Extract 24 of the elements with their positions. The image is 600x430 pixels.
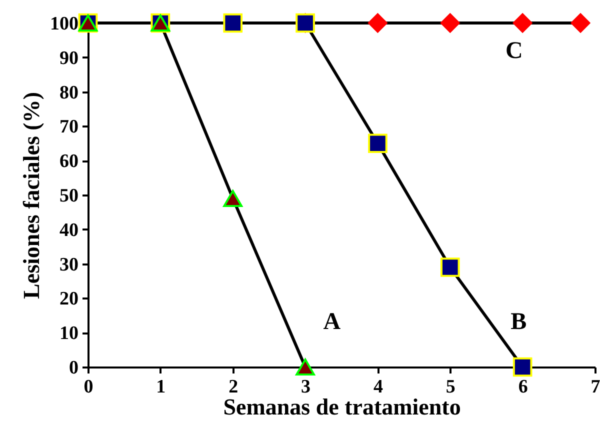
- y-tick-label: 70: [60, 116, 78, 138]
- series-label: B: [510, 309, 527, 335]
- y-tick-label: 100: [50, 14, 78, 34]
- y-tick-label: 60: [60, 151, 78, 172]
- series-label: A: [323, 309, 342, 335]
- y-axis-title: Lesiones faciales (%): [19, 92, 44, 299]
- x-tick-label: 5: [446, 376, 456, 398]
- x-tick-label: 0: [84, 376, 94, 398]
- y-tick-label: 20: [60, 288, 78, 310]
- x-tick-label: 3: [301, 376, 311, 398]
- y-tick-label: 10: [60, 323, 78, 344]
- y-tick-label: 90: [60, 48, 78, 69]
- x-tick-label: 4: [373, 376, 384, 398]
- series-label: C: [506, 38, 523, 64]
- x-tick-label: 7: [590, 376, 600, 398]
- y-tick-label: 50: [60, 186, 78, 206]
- x-tick-label: 6: [518, 376, 528, 398]
- x-axis-title: Semanas de tratamiento: [223, 394, 461, 420]
- y-tick-label: 80: [60, 82, 78, 104]
- y-tick-label: 0: [69, 358, 78, 378]
- x-tick-label: 1: [156, 376, 166, 398]
- y-tick-label: 30: [60, 254, 78, 276]
- y-tick-label: 40: [60, 220, 78, 241]
- x-tick-label: 2: [228, 376, 238, 398]
